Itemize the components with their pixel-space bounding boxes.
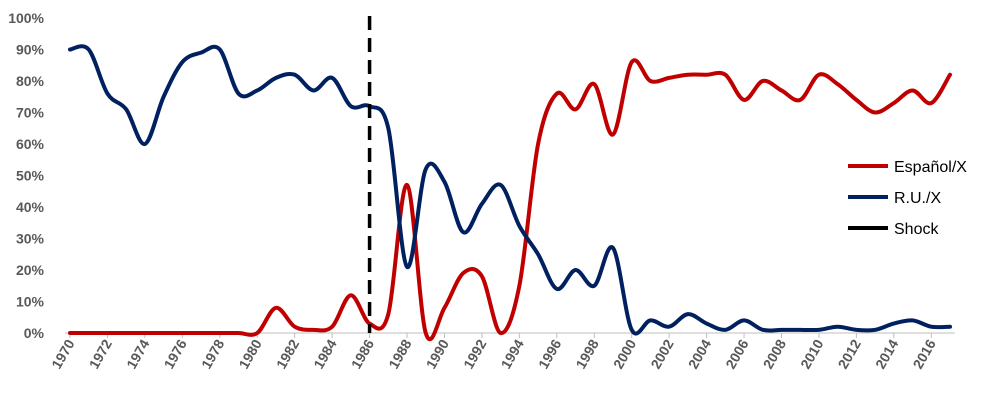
legend-label-shock: Shock bbox=[894, 221, 939, 238]
legend-label-espa-ol-x: Español/X bbox=[894, 159, 967, 176]
x-tick-label: 1998 bbox=[572, 336, 602, 371]
y-tick-label: 10% bbox=[16, 294, 45, 310]
x-tick-label: 2000 bbox=[610, 336, 640, 371]
series-line-r-u-x bbox=[68, 44, 952, 336]
y-tick-label: 30% bbox=[16, 231, 45, 247]
x-tick-label: 2006 bbox=[722, 336, 752, 371]
x-tick-label: 1980 bbox=[235, 336, 265, 371]
x-tick-label: 1984 bbox=[310, 336, 340, 371]
x-tick-label: 1996 bbox=[535, 336, 565, 371]
x-tick-label: 2016 bbox=[909, 336, 939, 371]
axes: 0% 10% 20% 30% 40% 50% 60% 70% 80% 90% 100% 1970 197… bbox=[8, 10, 955, 371]
y-tick-label: 90% bbox=[16, 42, 45, 58]
x-tick-label: 1978 bbox=[198, 336, 228, 371]
legend: Español/X R.U./X Shock bbox=[848, 159, 967, 238]
x-tick-label: 1992 bbox=[460, 336, 490, 371]
legend-label-r-u-x: R.U./X bbox=[894, 190, 941, 207]
y-tick-label: 20% bbox=[16, 262, 45, 278]
x-tick-label: 1988 bbox=[385, 336, 415, 371]
x-tick-label: 1982 bbox=[273, 336, 303, 371]
x-tick-label: 2010 bbox=[797, 336, 827, 371]
x-tick-label: 1986 bbox=[348, 336, 378, 371]
series-layer bbox=[68, 16, 952, 342]
y-tick-label: 0% bbox=[24, 325, 45, 341]
y-tick-label: 50% bbox=[16, 168, 45, 184]
x-tick-label: 1970 bbox=[48, 336, 78, 371]
x-tick-label: 2002 bbox=[647, 336, 677, 371]
x-tick-label: 1990 bbox=[423, 336, 453, 371]
y-tick-label: 40% bbox=[16, 199, 45, 215]
y-tick-label: 60% bbox=[16, 136, 45, 152]
y-tick-label: 70% bbox=[16, 105, 45, 121]
x-tick-label: 2008 bbox=[760, 336, 790, 371]
x-tick-label: 2014 bbox=[872, 336, 902, 371]
x-tick-label: 1994 bbox=[498, 336, 528, 371]
x-tick-label: 1974 bbox=[123, 336, 153, 371]
x-tick-label: 2012 bbox=[835, 336, 865, 371]
y-tick-label: 100% bbox=[8, 10, 44, 26]
y-tick-label: 80% bbox=[16, 73, 45, 89]
x-tick-label: 1972 bbox=[86, 336, 116, 371]
series-line-espa-ol-x bbox=[68, 58, 952, 342]
x-tick-label: 2004 bbox=[685, 336, 715, 371]
x-tick-label: 1976 bbox=[161, 336, 191, 371]
